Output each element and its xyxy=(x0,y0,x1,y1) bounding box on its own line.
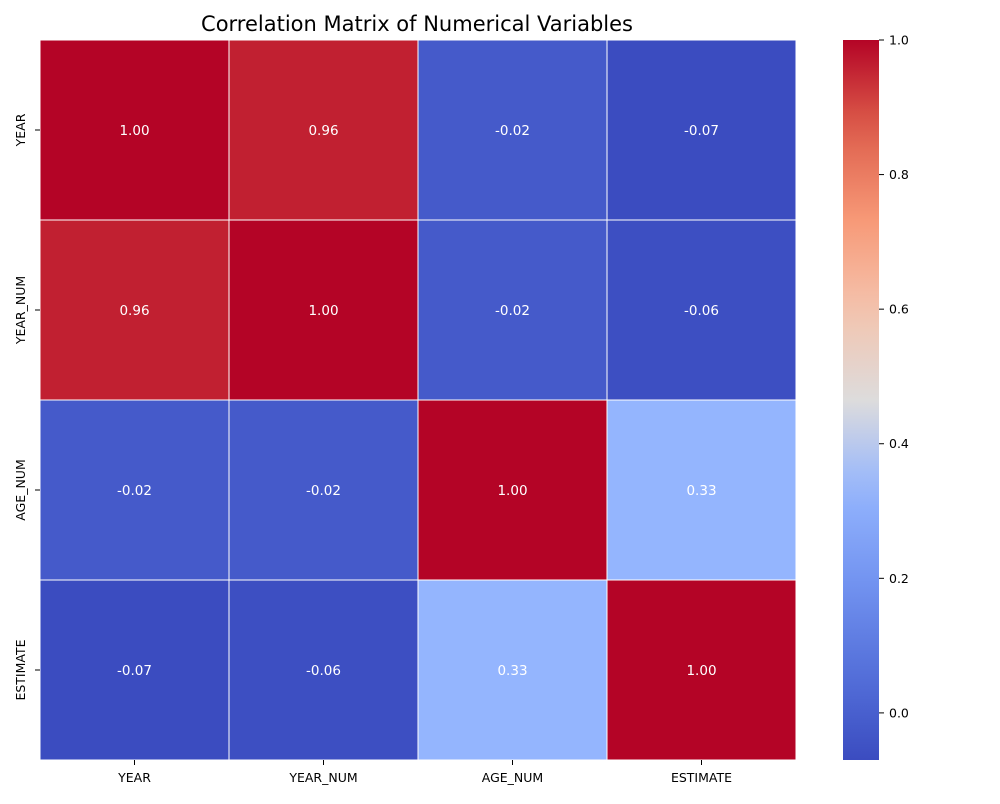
y-axis: YEAR YEAR_NUM AGE_NUM ESTIMATE xyxy=(13,113,40,701)
colorbar-tick-label: 0.4 xyxy=(889,436,909,451)
colorbar-tick-label: 0.6 xyxy=(889,302,909,317)
heatmap-cell-estimate-year_num xyxy=(228,579,419,761)
colorbar: 0.0 0.2 0.4 0.6 0.8 1.0 xyxy=(843,33,909,760)
cell-value-label: 1.00 xyxy=(497,483,527,499)
x-tick-label: ESTIMATE xyxy=(671,770,732,785)
cell-value-label: -0.02 xyxy=(117,483,152,499)
y-tick-label: AGE_NUM xyxy=(13,459,28,520)
colorbar-gradient xyxy=(843,40,879,760)
heatmap-cell-year-year_num xyxy=(228,39,419,221)
chart-title: Correlation Matrix of Numerical Variable… xyxy=(201,12,633,36)
heatmap-cell-year_num-year xyxy=(39,219,230,401)
heatmap-cell-age_num-estimate xyxy=(606,399,797,581)
x-tick-label: YEAR_NUM xyxy=(288,770,357,785)
heatmap-cell-year-estimate xyxy=(606,39,797,221)
cell-value-label: -0.02 xyxy=(495,303,530,319)
cell-value-label: -0.02 xyxy=(306,483,341,499)
heatmap-cell-year_num-age_num xyxy=(417,219,608,401)
heatmap-cell-estimate-year xyxy=(39,579,230,761)
cell-value-label: 0.96 xyxy=(308,123,338,139)
heatmap-cell-labels: 1.00 0.96 -0.02 -0.07 0.96 1.00 -0.02 -0.06 -0.0… xyxy=(117,123,719,679)
y-tick-label: YEAR_NUM xyxy=(13,276,28,345)
heatmap-cell-year_num-estimate xyxy=(606,219,797,401)
colorbar-tick-label: 0.0 xyxy=(889,705,909,720)
heatmap-cell-year-age_num xyxy=(417,39,608,221)
cell-value-label: 0.33 xyxy=(686,483,716,499)
cell-value-label: -0.07 xyxy=(117,663,152,679)
heatmap-cell-estimate-estimate xyxy=(606,579,797,761)
heatmap-cell-year_num-year_num xyxy=(228,219,419,401)
cell-value-label: -0.07 xyxy=(684,123,719,139)
cell-value-label: 0.96 xyxy=(119,303,149,319)
y-tick-label: YEAR xyxy=(13,113,28,147)
cell-value-label: -0.06 xyxy=(306,663,341,679)
cell-value-label: 1.00 xyxy=(686,663,716,679)
heatmap-cell-age_num-year_num xyxy=(228,399,419,581)
heatmap-cells xyxy=(39,39,797,761)
cell-value-label: 0.33 xyxy=(497,663,527,679)
cell-value-label: 1.00 xyxy=(308,303,338,319)
heatmap-cell-estimate-age_num xyxy=(417,579,608,761)
cell-value-label: -0.06 xyxy=(684,303,719,319)
heatmap-cell-year-year xyxy=(39,39,230,221)
x-tick-label: AGE_NUM xyxy=(482,770,543,785)
y-tick-label: ESTIMATE xyxy=(13,639,28,700)
cell-value-label: -0.02 xyxy=(495,123,530,139)
colorbar-tick-label: 1.0 xyxy=(889,33,909,48)
colorbar-tick-label: 0.8 xyxy=(889,167,909,182)
cell-value-label: 1.00 xyxy=(119,123,149,139)
x-axis: YEAR YEAR_NUM AGE_NUM ESTIMATE xyxy=(117,760,732,785)
x-tick-label: YEAR xyxy=(117,770,151,785)
colorbar-tick-label: 0.2 xyxy=(889,571,909,586)
